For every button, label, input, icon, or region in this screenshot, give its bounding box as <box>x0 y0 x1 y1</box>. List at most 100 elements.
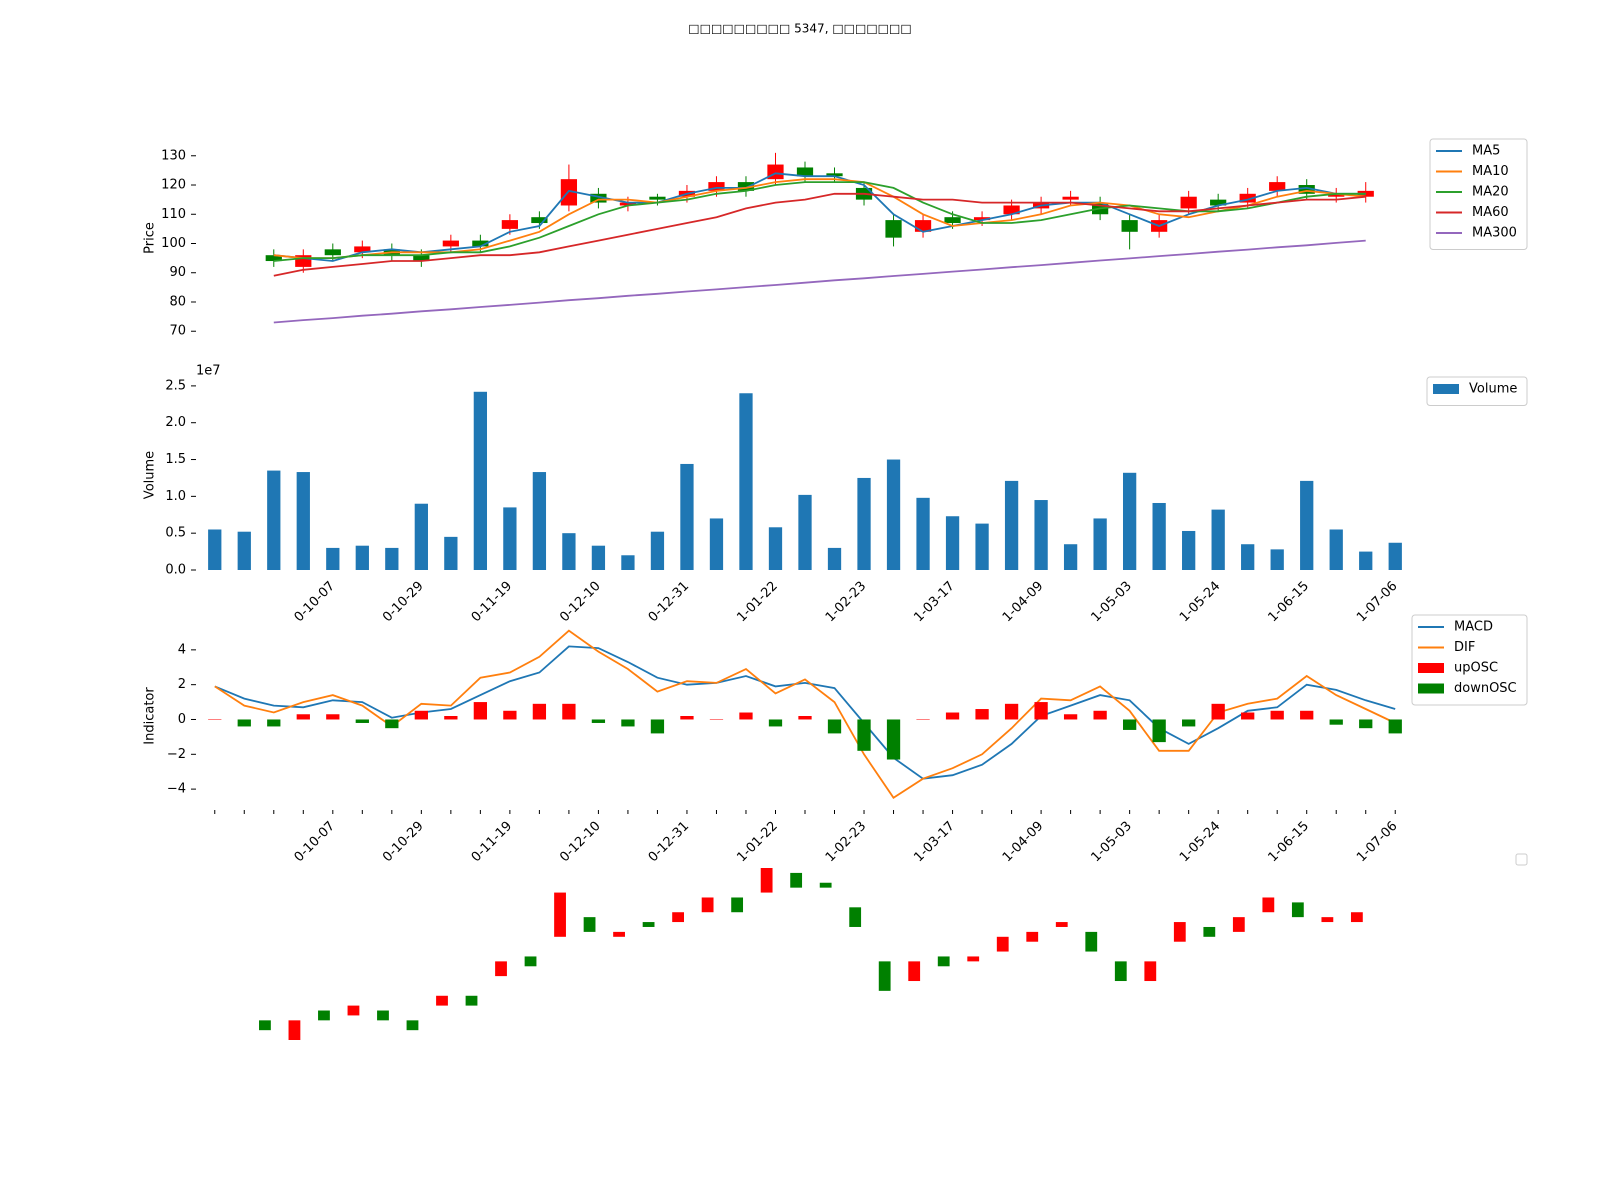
step-body <box>731 897 744 913</box>
y-tick-label: 0.0 <box>165 563 186 578</box>
bar <box>208 529 222 570</box>
bar <box>1034 500 1048 570</box>
candle-body <box>442 240 459 247</box>
bar <box>1093 518 1107 570</box>
bar <box>621 555 635 570</box>
y-tick-label: 2.5 <box>165 378 186 393</box>
candle-body <box>590 193 607 203</box>
legend <box>1411 614 1528 706</box>
osc-bar <box>1241 712 1255 720</box>
candle-body <box>737 182 755 191</box>
bar <box>916 497 930 570</box>
legend-swatch <box>1418 683 1444 694</box>
step-body <box>1173 922 1186 942</box>
series-line <box>214 629 1396 800</box>
bar <box>385 547 399 570</box>
candle-body <box>501 220 518 229</box>
bar <box>532 472 547 570</box>
osc-bar <box>532 703 547 720</box>
osc-bar <box>1093 710 1107 720</box>
candle-body <box>1269 182 1286 191</box>
bar <box>326 547 340 570</box>
step-body <box>1055 922 1068 927</box>
osc-bar <box>1004 703 1019 720</box>
candle-body <box>708 182 725 191</box>
bar <box>798 494 812 570</box>
bar <box>267 470 281 570</box>
candle-body <box>295 255 312 267</box>
candle-body <box>413 255 430 262</box>
osc-bar <box>267 719 281 727</box>
osc-bar <box>709 719 724 720</box>
y-axis-label: Indicator <box>143 687 158 745</box>
candle-body <box>354 246 371 253</box>
bar <box>886 459 901 570</box>
y-tick-label: 2 <box>178 677 186 692</box>
osc-bar <box>1034 702 1048 720</box>
bar <box>503 507 517 570</box>
step-body <box>760 868 773 893</box>
y-tick-label: 1.5 <box>165 452 186 467</box>
legend <box>1429 138 1528 250</box>
bar <box>591 545 606 570</box>
bar <box>1063 544 1078 570</box>
osc-bar <box>1063 714 1078 720</box>
y-tick-label: 0.5 <box>165 526 186 541</box>
candle-body <box>796 167 814 177</box>
step-body <box>996 936 1009 952</box>
step-body <box>1291 902 1304 918</box>
osc-bar <box>591 719 606 723</box>
chart-title: □□□□□□□□□ 5347, □□□□□□□ <box>688 22 911 36</box>
step-body <box>1085 931 1098 952</box>
candle-body <box>973 217 991 221</box>
y-tick-label: 70 <box>169 324 186 339</box>
bar <box>562 533 576 570</box>
osc-bar <box>1270 710 1284 720</box>
candle-body <box>472 240 489 247</box>
series-line <box>273 239 1366 324</box>
bar <box>444 536 458 570</box>
step-body <box>1350 912 1363 923</box>
step-body <box>465 995 478 1006</box>
osc-bar <box>237 719 251 727</box>
bar <box>650 531 665 570</box>
candle-body <box>265 255 282 262</box>
osc-bar <box>916 719 930 720</box>
step-body <box>908 961 921 982</box>
osc-bar <box>798 716 812 720</box>
osc-bar <box>208 719 222 720</box>
osc-bar <box>886 719 901 760</box>
bar <box>768 527 783 570</box>
candle-body <box>1210 199 1227 206</box>
bar <box>827 547 842 570</box>
step-body <box>1203 926 1216 937</box>
bar <box>414 503 428 570</box>
step-body <box>967 956 980 962</box>
legend-swatch <box>1433 384 1459 394</box>
y-tick-label: 1.0 <box>165 489 186 504</box>
candle-body <box>560 179 578 206</box>
candle-body <box>1062 196 1079 200</box>
osc-bar <box>414 710 428 720</box>
step-body <box>259 1020 271 1031</box>
step-body <box>288 1020 301 1040</box>
series-line <box>273 192 1366 277</box>
bar <box>1182 530 1196 570</box>
osc-bar <box>621 719 635 727</box>
candle-body <box>649 196 666 200</box>
candle-body <box>531 217 548 224</box>
step-body <box>1232 917 1245 932</box>
osc-bar <box>739 712 753 720</box>
bar <box>1329 529 1343 570</box>
step-body <box>554 892 566 937</box>
osc-bar <box>650 719 665 734</box>
osc-bar <box>1359 719 1373 729</box>
y-tick-label: 130 <box>161 148 186 163</box>
y-tick-label: 4 <box>178 642 186 657</box>
step-body <box>878 961 891 991</box>
legend-label: downOSC <box>1454 681 1517 696</box>
bar <box>237 531 251 570</box>
bar <box>1211 509 1225 570</box>
candle-body <box>1328 193 1345 197</box>
